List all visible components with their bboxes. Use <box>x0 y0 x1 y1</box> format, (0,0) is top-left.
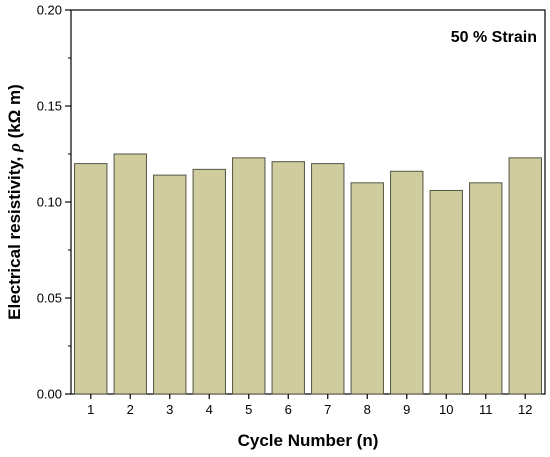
bar-cycle-1 <box>74 163 108 395</box>
bar-cycle-3 <box>153 174 187 395</box>
bar-cycle-11 <box>469 182 503 395</box>
x-tick-label: 4 <box>206 402 213 417</box>
x-tick-label: 1 <box>87 402 94 417</box>
bar-cycle-7 <box>311 163 345 395</box>
x-tick-label: 5 <box>245 402 252 417</box>
x-axis-title: Cycle Number (n) <box>238 431 379 450</box>
bar-cycle-12 <box>508 157 542 395</box>
x-axis-ticks: 1 2 3 4 5 6 7 8 9 10 11 12 <box>87 394 532 417</box>
y-tick-label: 0.00 <box>37 387 62 402</box>
y-axis-title-symbol: ρ <box>5 143 24 153</box>
bar-cycle-5 <box>232 157 266 395</box>
x-tick-label: 7 <box>324 402 331 417</box>
strain-annotation: 50 % Strain <box>451 29 537 46</box>
x-tick-label: 8 <box>364 402 371 417</box>
bar-cycle-2 <box>113 153 147 395</box>
y-tick-label: 0.15 <box>37 99 62 114</box>
y-tick-label: 0.05 <box>37 291 62 306</box>
y-axis-title-unit: (kΩ m) <box>5 84 24 143</box>
y-axis-title-prefix: Electrical resistivity, <box>5 152 24 320</box>
x-tick-label: 2 <box>127 402 134 417</box>
x-tick-label: 10 <box>439 402 453 417</box>
y-axis-ticks: 0.00 0.05 0.10 0.15 0.20 <box>37 3 71 402</box>
x-tick-label: 11 <box>479 402 493 417</box>
y-axis-title: Electrical resistivity, ρ (kΩ m) <box>5 84 24 320</box>
x-tick-label: 9 <box>403 402 410 417</box>
bar-cycle-10 <box>429 189 463 395</box>
x-tick-label: 6 <box>285 402 292 417</box>
x-tick-label: 12 <box>518 402 532 417</box>
y-tick-label: 0.10 <box>37 195 62 210</box>
bar-cycle-6 <box>271 161 305 395</box>
x-tick-label: 3 <box>166 402 173 417</box>
bar-cycle-4 <box>192 168 226 395</box>
bars-group <box>74 153 542 395</box>
bar-cycle-8 <box>350 182 384 395</box>
bar-cycle-9 <box>390 170 424 395</box>
y-tick-label: 0.20 <box>37 3 62 18</box>
